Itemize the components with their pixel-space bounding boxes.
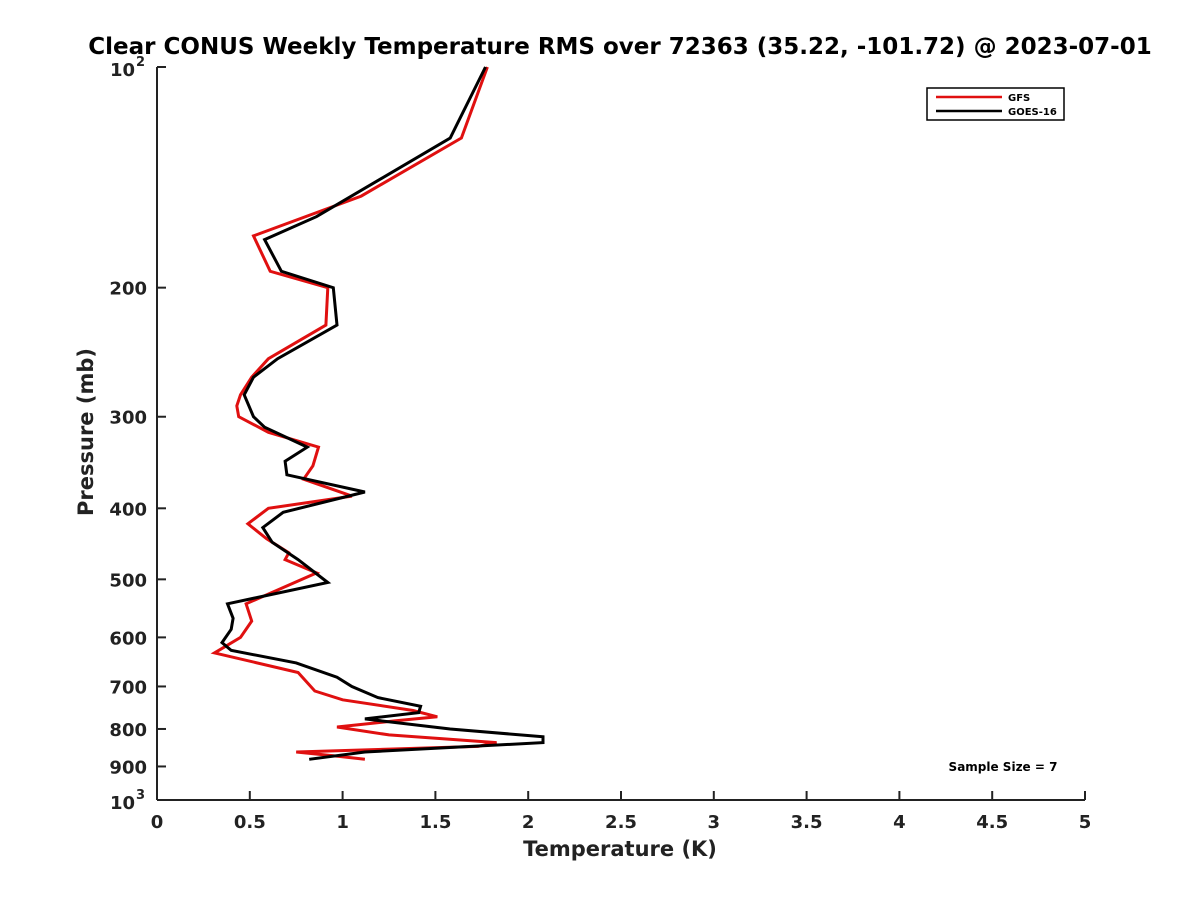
x-tick-label: 3.5 <box>791 812 823 833</box>
y-tick-exponent: 2 <box>136 55 145 70</box>
x-tick-label: 4.5 <box>976 812 1008 833</box>
x-tick-label: 3 <box>708 812 721 833</box>
x-tick-label: 0.5 <box>234 812 266 833</box>
legend-box <box>926 87 1065 121</box>
chart-title: Clear CONUS Weekly Temperature RMS over … <box>88 34 1151 60</box>
x-tick-label: 1 <box>336 812 349 833</box>
x-tick-label: 5 <box>1079 812 1092 833</box>
y-tick-label: 10 <box>110 60 135 81</box>
legend-label: GFS <box>1008 93 1030 104</box>
y-tick-label: 800 <box>109 720 147 741</box>
y-tick-label: 700 <box>109 677 147 698</box>
x-axis-ticks: 0 0.5 1 1.5 2 2.5 3 3.5 4 4.5 5 <box>151 791 1092 833</box>
y-tick-label: 300 <box>109 408 147 429</box>
x-tick-label: 2 <box>522 812 535 833</box>
series-line-goes-16 <box>219 66 545 761</box>
y-axis-label: Pressure (mb) <box>74 348 98 516</box>
y-tick-exponent: 3 <box>136 788 145 803</box>
x-axis-label: Temperature (K) <box>523 837 717 861</box>
x-tick-label: 4 <box>893 812 906 833</box>
y-tick-label: 500 <box>109 570 147 591</box>
x-tick-label: 2.5 <box>605 812 637 833</box>
y-tick-label: 10 <box>110 793 135 814</box>
y-tick-label: 600 <box>109 628 147 649</box>
legend-label: GOES-16 <box>1008 107 1057 118</box>
legend: GFS GOES-16 <box>926 87 1065 121</box>
y-tick-label: 400 <box>109 499 147 520</box>
sample-size-annotation: Sample Size = 7 <box>949 760 1058 774</box>
y-tick-label: 200 <box>109 279 147 300</box>
y-tick-label: 900 <box>109 757 147 778</box>
x-tick-label: 0 <box>151 812 164 833</box>
x-tick-label: 1.5 <box>419 812 451 833</box>
series-lines <box>210 66 545 761</box>
